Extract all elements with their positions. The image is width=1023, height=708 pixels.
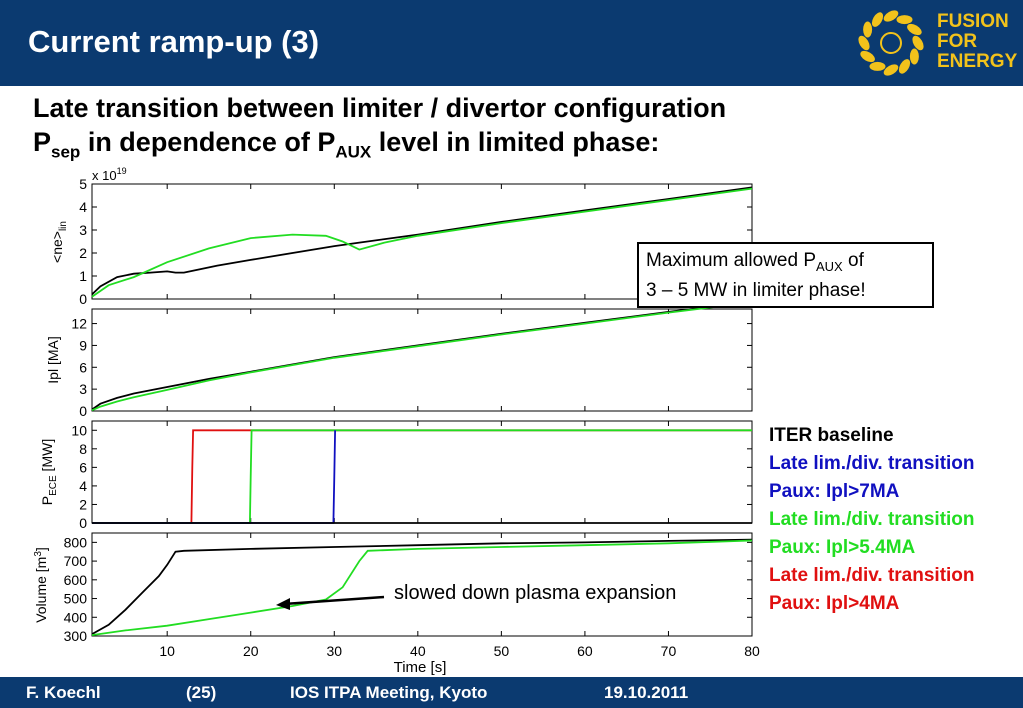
fusion-for-energy-star-ring-icon bbox=[858, 10, 924, 76]
callout-sub: AUX bbox=[816, 258, 843, 274]
annotation-text: slowed down plasma expansion bbox=[394, 582, 677, 604]
panel-2-series-1 bbox=[92, 429, 752, 524]
callout-text-b: of bbox=[842, 250, 864, 271]
legend-item-4: Paux: Ipl>5.4MA bbox=[769, 537, 916, 558]
panel-2-ytick-label-0: 0 bbox=[79, 515, 87, 531]
panel-3-ytick-label-3: 600 bbox=[64, 572, 88, 588]
footer: F. Koechl (25) IOS ITPA Meeting, Kyoto 1… bbox=[0, 677, 1023, 708]
logo-line-3: ENERGY bbox=[937, 51, 1018, 72]
logo-star-3 bbox=[883, 64, 899, 76]
x-tick-label-3: 40 bbox=[410, 643, 426, 659]
footer-page: (25) bbox=[186, 683, 217, 702]
subtitle-p: P bbox=[33, 127, 52, 157]
panel-0-ytick-label-4: 4 bbox=[79, 199, 87, 215]
legend: ITER baseline Late lim./div. transition … bbox=[769, 422, 975, 618]
logo-line-2: FOR bbox=[937, 31, 978, 52]
legend-item-5: Late lim./div. transition bbox=[769, 565, 975, 586]
slide-header: Current ramp-up (3) bbox=[0, 0, 845, 86]
x-tick-label-7: 80 bbox=[744, 643, 760, 659]
panel-1-ytick-label-0: 0 bbox=[79, 403, 87, 419]
logo-star-8 bbox=[871, 12, 884, 27]
x-tick-label-4: 50 bbox=[494, 643, 510, 659]
logo-star-5 bbox=[860, 50, 875, 63]
panel-0-ytick-label-5: 5 bbox=[79, 176, 87, 192]
panel-3-ytick-label-5: 800 bbox=[64, 534, 88, 550]
logo-star-1 bbox=[909, 48, 919, 65]
x-tick-label-0: 10 bbox=[159, 643, 175, 659]
panel-1-ytick-label-4: 12 bbox=[71, 316, 87, 332]
panel-2-ytick-label-5: 10 bbox=[71, 422, 87, 438]
x-tick-label-5: 60 bbox=[577, 643, 593, 659]
callout-text-a: Maximum allowed P bbox=[646, 250, 816, 271]
panel-3-ytick-label-2: 500 bbox=[64, 591, 88, 607]
legend-item-3: Late lim./div. transition bbox=[769, 509, 975, 530]
panel-3-ytick-label-4: 700 bbox=[64, 553, 88, 569]
panel-3-ylabel: Volume [m3] bbox=[33, 547, 49, 623]
panel-0-multiplier: x 1019 bbox=[92, 166, 127, 183]
subtitle-sub-aux: AUX bbox=[335, 142, 372, 162]
annotation-arrow-line bbox=[283, 595, 385, 606]
panel-0-ytick-label-1: 1 bbox=[79, 268, 87, 284]
panel-2-series-2 bbox=[92, 430, 336, 524]
panel-3-ytick-label-1: 400 bbox=[64, 609, 88, 625]
panel-2-frame bbox=[91, 420, 753, 524]
footer-date: 19.10.2011 bbox=[604, 683, 689, 702]
legend-item-6: Paux: Ipl>4MA bbox=[769, 593, 900, 614]
panel-0-ylabel: <ne>lin bbox=[49, 221, 69, 263]
panel-2-ytick-label-4: 8 bbox=[79, 441, 87, 457]
panel-0-ytick-label-0: 0 bbox=[79, 291, 87, 307]
legend-item-0: ITER baseline bbox=[769, 425, 894, 446]
panel-1-series-1 bbox=[91, 301, 753, 412]
panel-2-ytick-label-2: 4 bbox=[79, 478, 87, 494]
legend-item-1: Late lim./div. transition bbox=[769, 453, 975, 474]
x-tick-label-2: 30 bbox=[326, 643, 342, 659]
panel-1-ytick-label-3: 9 bbox=[79, 337, 87, 353]
callout-box: Maximum allowed PAUX of 3 – 5 MW in limi… bbox=[637, 242, 934, 308]
logo-star-9 bbox=[883, 10, 899, 22]
panel-2-series-0 bbox=[92, 429, 752, 524]
x-tick-label-1: 20 bbox=[243, 643, 259, 659]
panel-2-ytick-label-1: 2 bbox=[79, 496, 87, 512]
panel-1-series-0 bbox=[91, 300, 753, 411]
subtitle-line-2: Psep in dependence of PAUX level in limi… bbox=[33, 127, 659, 162]
x-axis-label: Time [s] bbox=[394, 659, 447, 676]
fusion-for-energy-logo: FUSION FOR ENERGY bbox=[845, 0, 1023, 86]
logo-star-0 bbox=[912, 35, 924, 51]
logo-star-11 bbox=[907, 23, 922, 36]
x-tick-label-6: 70 bbox=[661, 643, 677, 659]
legend-item-2: Paux: Ipl>7MA bbox=[769, 481, 900, 502]
panel-0-ytick-label-2: 2 bbox=[79, 245, 87, 261]
panel-0-ytick-label-3: 3 bbox=[79, 222, 87, 238]
slide-title: Current ramp-up (3) bbox=[28, 24, 320, 59]
callout-line-2: 3 – 5 MW in limiter phase! bbox=[646, 279, 866, 301]
panel-3-ytick-label-0: 300 bbox=[64, 628, 88, 644]
logo-star-10 bbox=[896, 15, 913, 25]
logo-star-2 bbox=[898, 59, 911, 74]
footer-author: F. Koechl bbox=[26, 683, 101, 702]
subtitle-end: level in limited phase: bbox=[371, 127, 660, 157]
footer-meeting: IOS ITPA Meeting, Kyoto bbox=[290, 683, 488, 702]
panel-1-ytick-label-2: 6 bbox=[79, 359, 87, 375]
subtitle-sub-sep: sep bbox=[51, 142, 81, 162]
subtitle-line-1: Late transition between limiter / divert… bbox=[33, 93, 727, 123]
logo-star-6 bbox=[858, 35, 870, 51]
panel-2-ytick-label-3: 6 bbox=[79, 459, 87, 475]
panel-1-frame bbox=[91, 308, 753, 412]
subtitle-mid: in dependence of P bbox=[80, 127, 336, 157]
annotation-arrow-head bbox=[276, 598, 290, 610]
panel-1-ytick-label-1: 3 bbox=[79, 381, 87, 397]
logo-line-1: FUSION bbox=[937, 11, 1009, 32]
panel-1-ylabel: Ipl [MA] bbox=[45, 336, 61, 383]
logo-star-7 bbox=[863, 21, 873, 38]
panel-2-ylabel: PECE [MW] bbox=[39, 439, 59, 505]
logo-star-4 bbox=[869, 61, 886, 71]
